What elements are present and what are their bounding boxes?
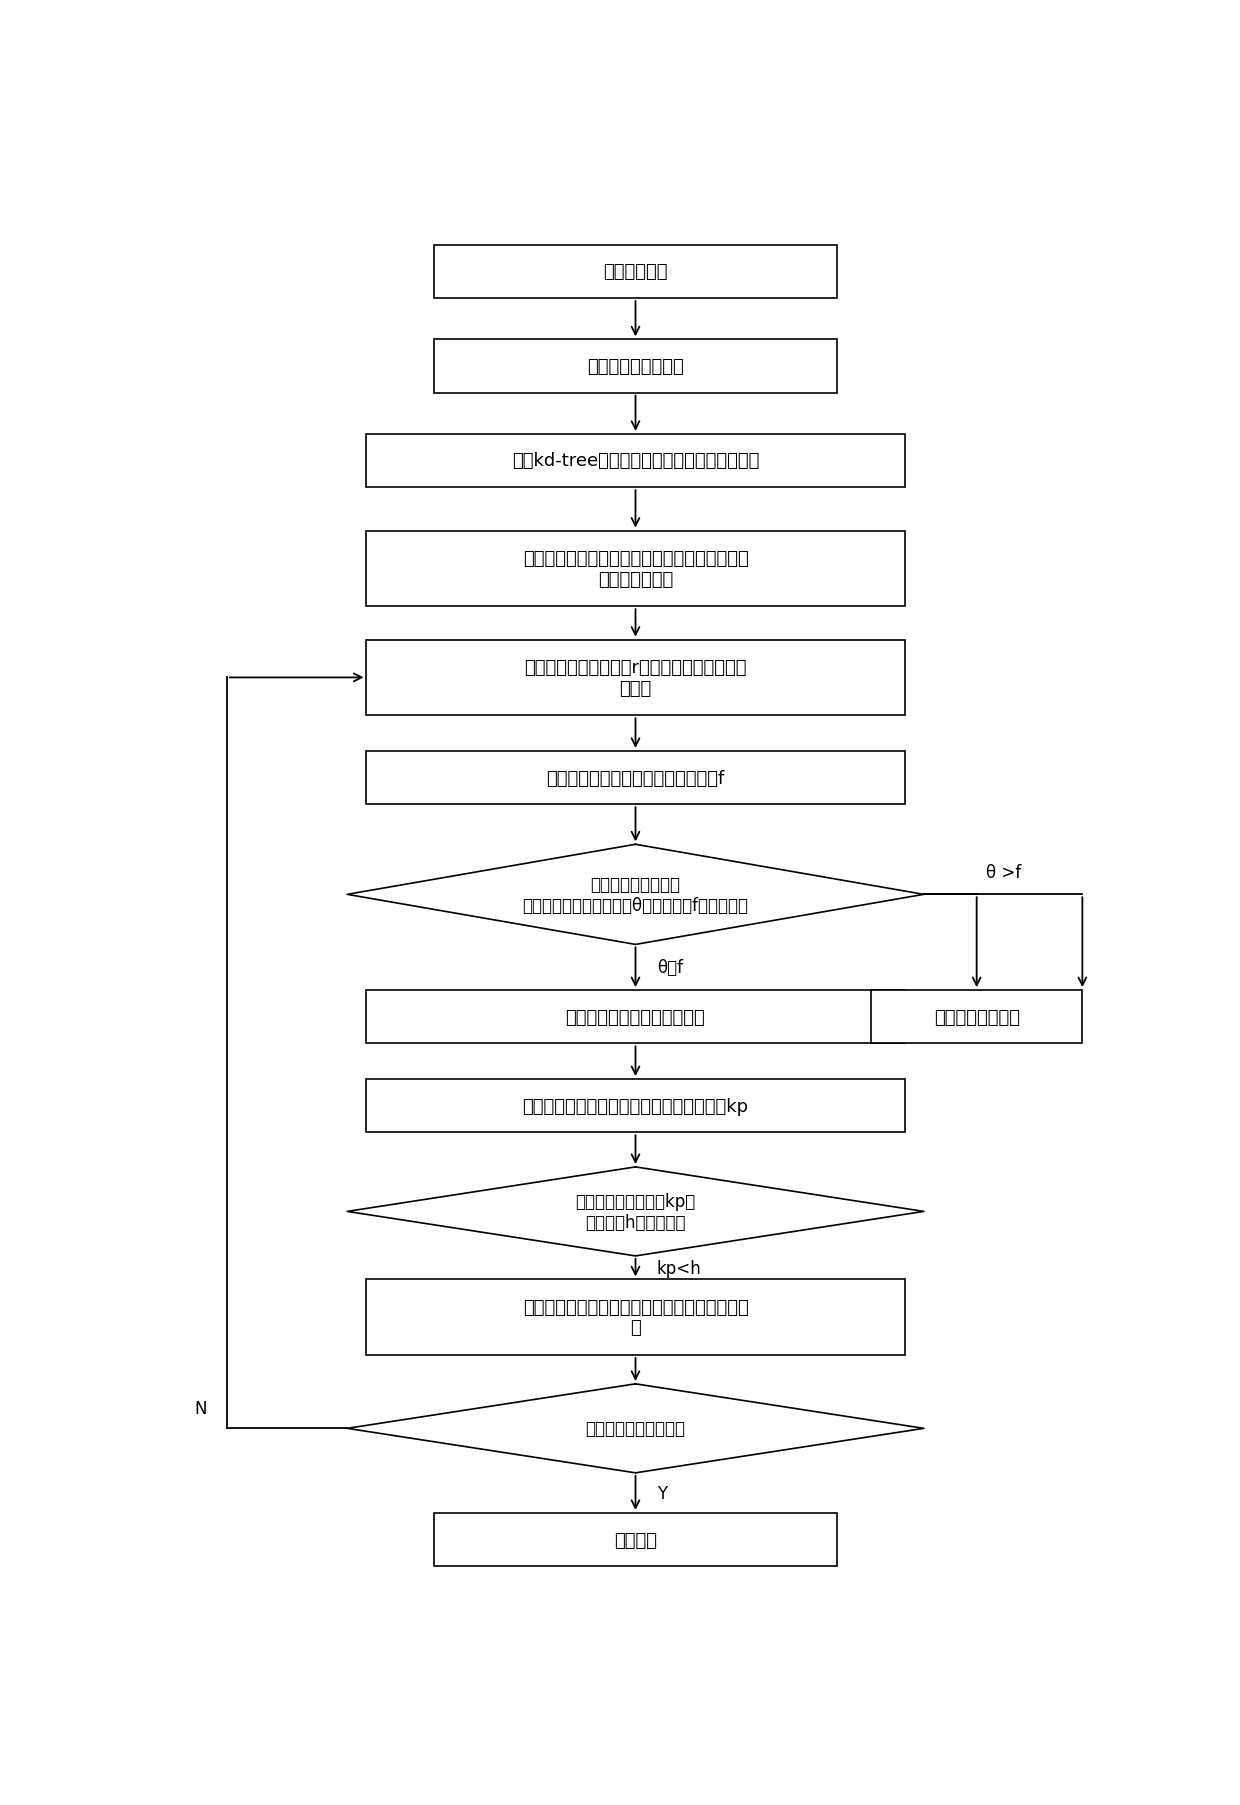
Text: 将该邻域点云加入到当前区域: 将该邻域点云加入到当前区域 [565,1009,706,1027]
Bar [367,435,905,487]
Text: Y: Y [657,1484,667,1502]
Bar [367,531,905,606]
Bar [870,991,1083,1043]
Bar [367,1079,905,1134]
Text: 对该点云不做处理: 对该点云不做处理 [934,1009,1019,1027]
Bar [434,245,837,300]
Text: 求出所有夹角的平均值作为平滑阈值f: 求出所有夹角的平均值作为平滑阈值f [547,769,724,787]
Text: 判断该邻域点法线与
种子点云法线之间的夹角θ与平滑阈值f之间的关系: 判断该邻域点法线与 种子点云法线之间的夹角θ与平滑阈值f之间的关系 [522,875,749,915]
Text: θ＜f: θ＜f [657,958,683,977]
Text: 计算所有离散点云的曲率，将曲率最小的离散点
云作为种子点云: 计算所有离散点云的曲率，将曲率最小的离散点 云作为种子点云 [522,551,749,588]
Bar [367,991,905,1043]
Bar [367,751,905,805]
Text: θ >f: θ >f [986,863,1022,881]
Bar [367,641,905,717]
Polygon shape [347,845,924,944]
Bar [367,1280,905,1356]
Text: 求出种子点云和半径为r的邻域内所有点云的法
线夹角: 求出种子点云和半径为r的邻域内所有点云的法 线夹角 [525,659,746,697]
Text: 利用kd-tree方式建立离散点云之间的拓扑关系: 利用kd-tree方式建立离散点云之间的拓扑关系 [512,453,759,471]
Bar [434,1513,837,1567]
Bar [434,339,837,393]
Text: kp<h: kp<h [657,1258,702,1276]
Text: 分割结束: 分割结束 [614,1531,657,1549]
Text: 点云数据采集: 点云数据采集 [603,264,668,282]
Text: 判断种子序列是否为空: 判断种子序列是否为空 [585,1419,686,1437]
Text: 求出所有邻域点曲率的平均值作为曲率阈值kp: 求出所有邻域点曲率的平均值作为曲率阈值kp [522,1097,749,1115]
Text: 将该点加入到种子点云序列中，删除当前种子点
云: 将该点加入到种子点云序列中，删除当前种子点 云 [522,1298,749,1338]
Polygon shape [347,1168,924,1256]
Text: 点云滤波和精简处理: 点云滤波和精简处理 [587,357,684,375]
Text: N: N [193,1399,206,1417]
Text: 判断该邻域点云曲率kp与
曲率阈值h之间的关系: 判断该邻域点云曲率kp与 曲率阈值h之间的关系 [575,1193,696,1231]
Polygon shape [347,1384,924,1473]
